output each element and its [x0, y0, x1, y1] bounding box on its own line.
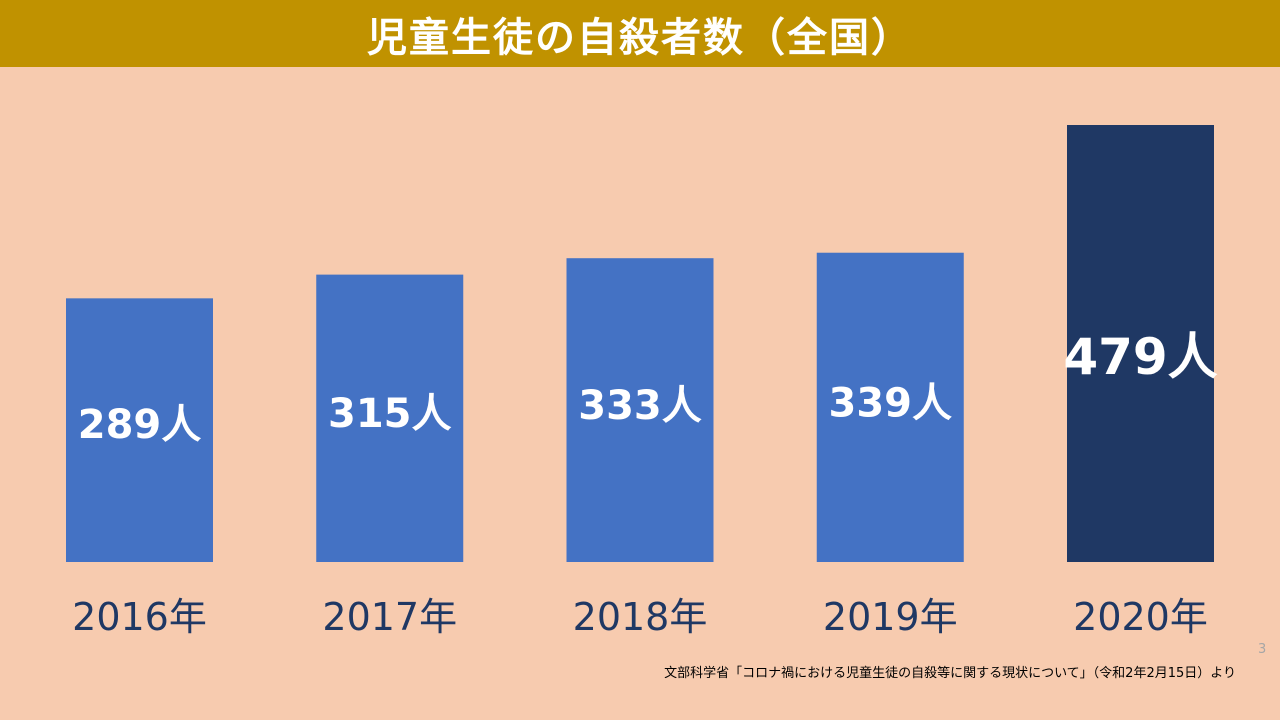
page-title: 児童生徒の自殺者数（全国） [367, 14, 913, 61]
x-tick-label: 2017年 [322, 595, 457, 639]
bar-data-label: 339人 [829, 381, 953, 427]
x-tick-label: 2016年 [72, 595, 207, 639]
bar-data-label: 479人 [1063, 328, 1217, 386]
x-tick-label: 2020年 [1073, 595, 1208, 639]
title-bar: 児童生徒の自殺者数（全国） [0, 0, 1280, 67]
bar-data-label: 315人 [328, 391, 452, 437]
x-tick-label: 2018年 [573, 595, 708, 639]
source-note: 文部科学省「コロナ禍における児童生徒の自殺等に関する現状について」（令和2年2月… [664, 666, 1236, 681]
bar-2017年 [316, 274, 464, 562]
bar-2020年 [1067, 125, 1214, 562]
bar-2019年 [816, 252, 964, 562]
x-tick-label: 2019年 [823, 595, 958, 639]
page-number: 3 [1258, 642, 1267, 657]
bar-data-label: 333人 [578, 383, 702, 429]
bar-data-label: 289人 [78, 402, 202, 448]
bar-2018年 [566, 258, 714, 562]
bar-2016年 [66, 298, 213, 562]
